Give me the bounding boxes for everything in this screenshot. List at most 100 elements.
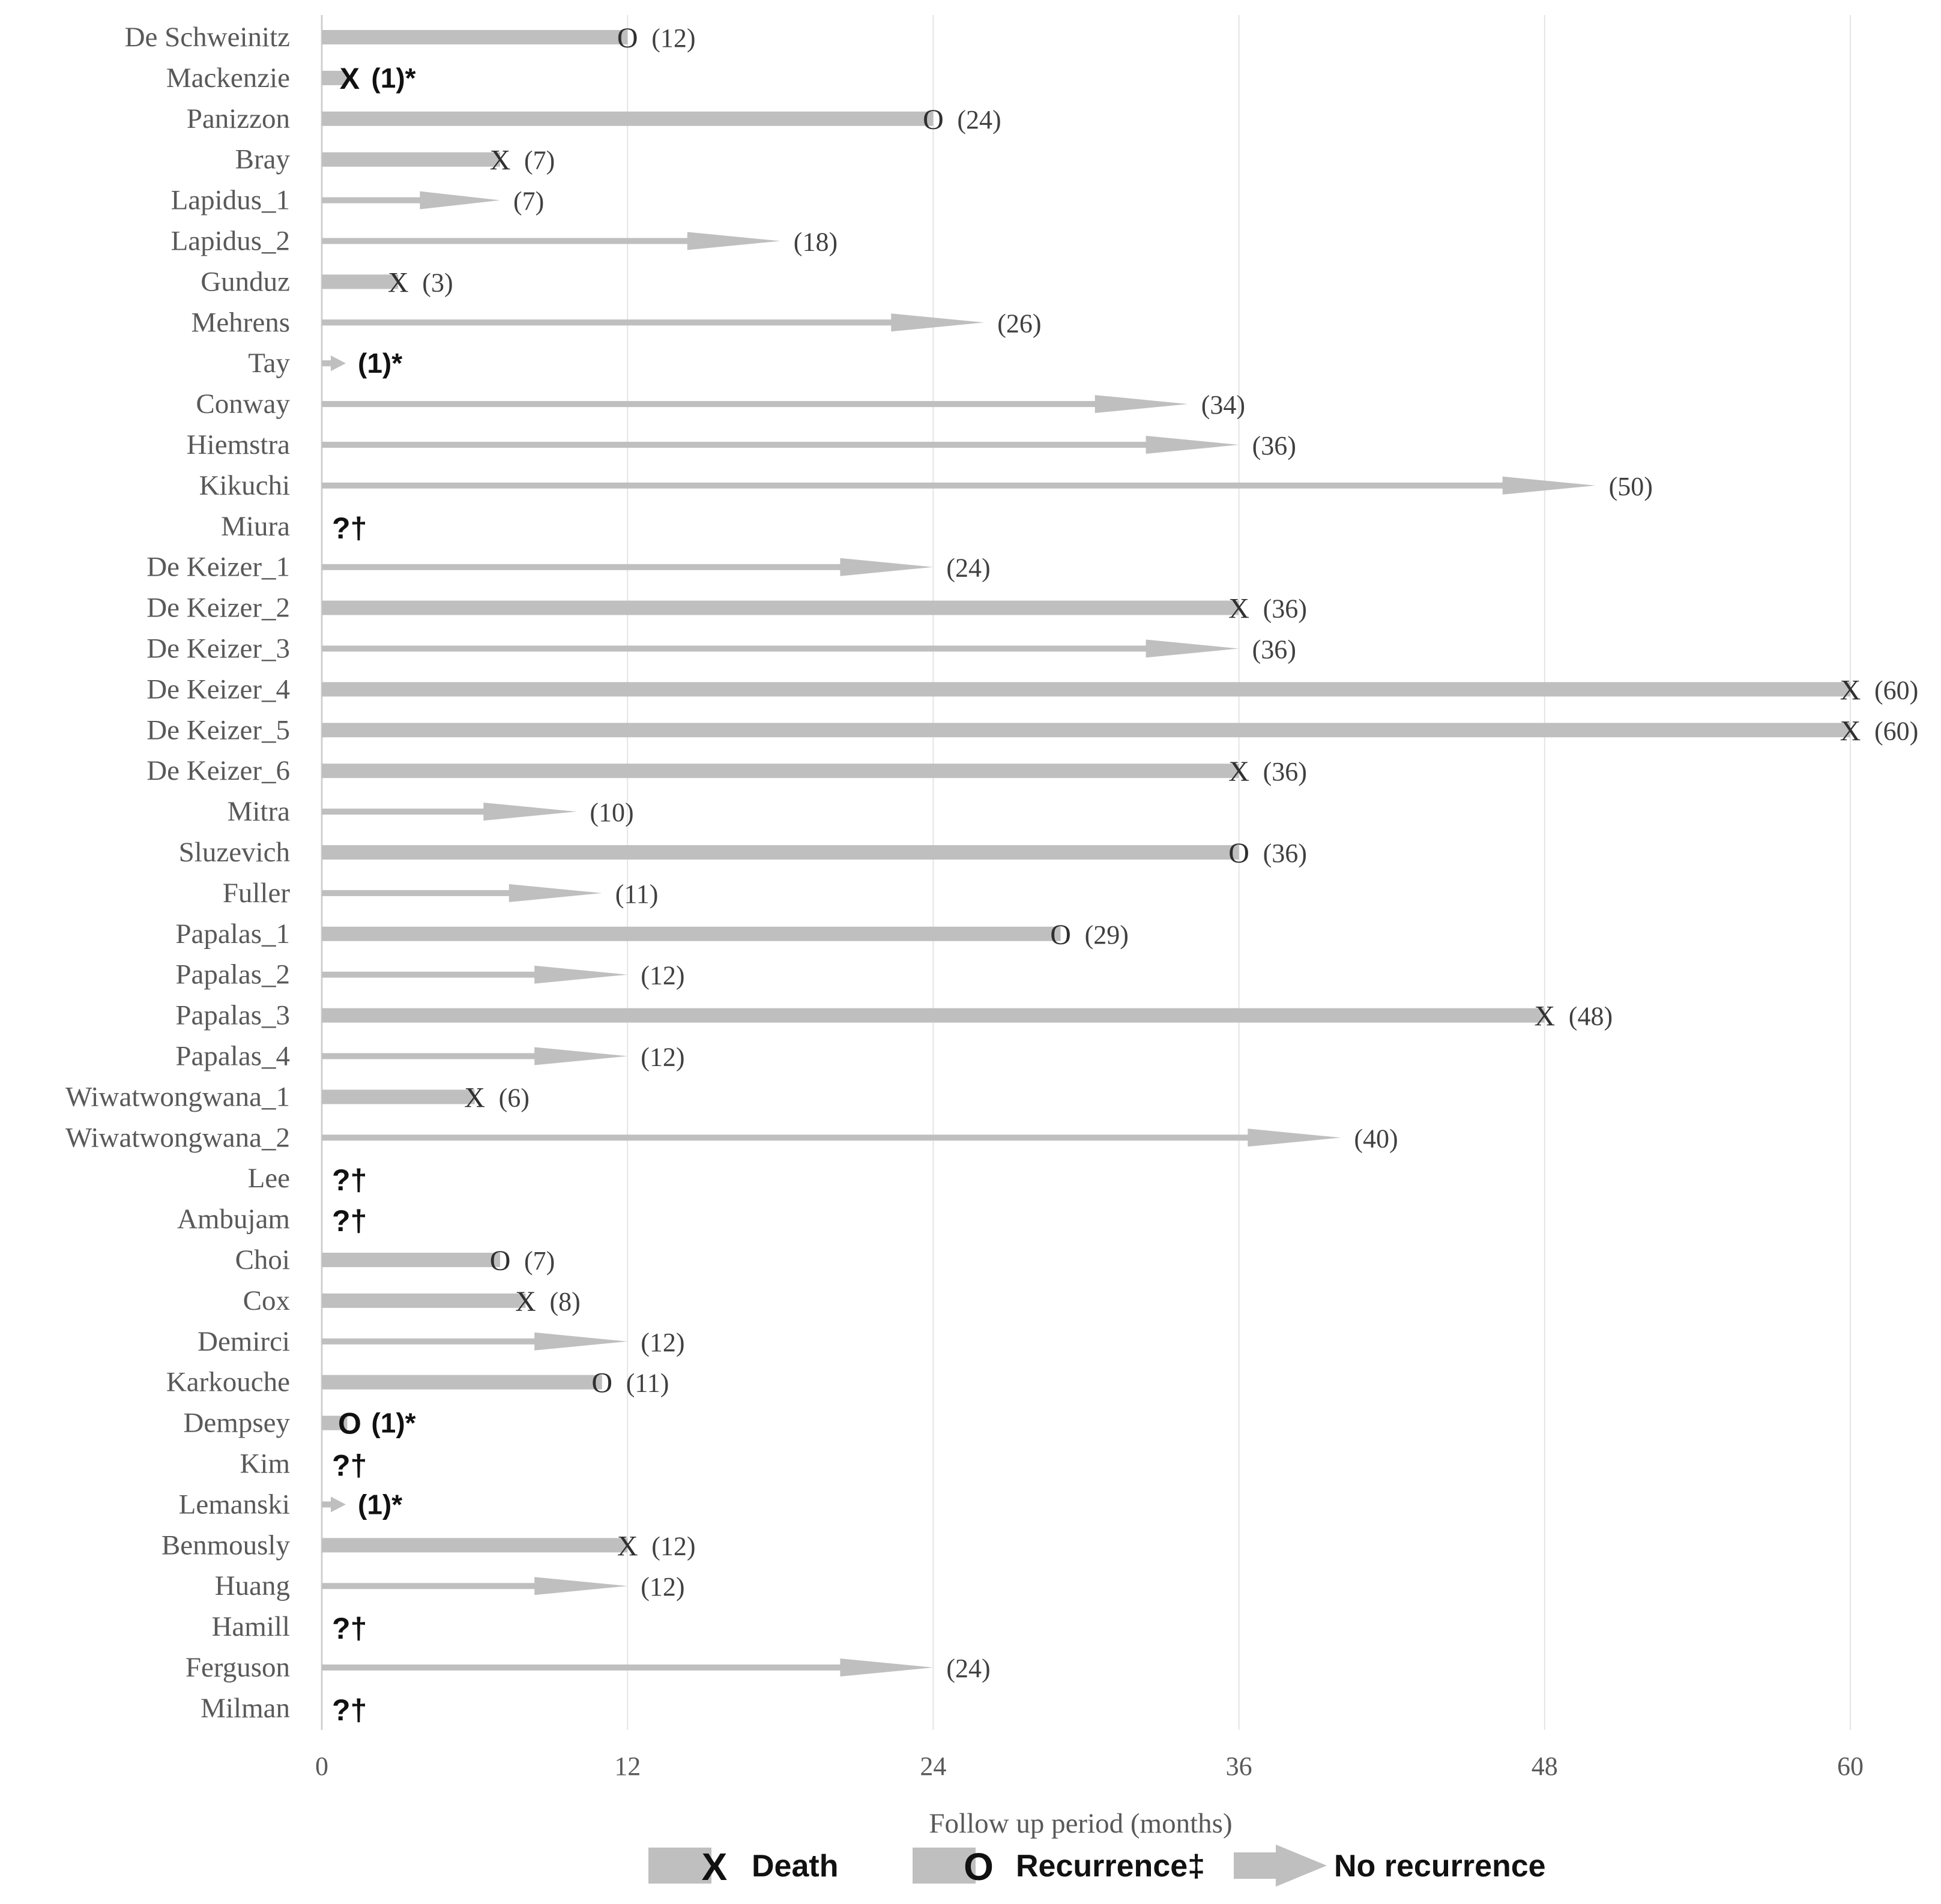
row-label: Mackenzie — [166, 62, 290, 94]
row-label: Gunduz — [201, 266, 290, 297]
death-marker: X — [617, 1530, 638, 1562]
death-marker: X — [464, 1082, 485, 1113]
row-label: Cox — [243, 1285, 290, 1316]
death-marker: X — [1840, 674, 1861, 706]
no-recurrence-arrow — [322, 1658, 934, 1677]
end-value-label: (26) — [997, 309, 1041, 338]
row-label: De Schweinitz — [125, 22, 290, 53]
recurrence-marker: O — [923, 104, 944, 136]
row-label: Lemanski — [179, 1489, 290, 1520]
row-label: Papalas_3 — [175, 1000, 290, 1031]
legend-death-swatch — [648, 1848, 711, 1884]
recurrence-marker: O — [1050, 919, 1071, 951]
death-marker: X — [1534, 1001, 1555, 1032]
death-bar — [322, 1293, 526, 1308]
legend-recurrence-symbol: O — [964, 1845, 994, 1888]
no-recurrence-arrow — [322, 1496, 346, 1513]
end-value-label: (40) — [1354, 1124, 1398, 1153]
end-value-label: (12) — [651, 23, 695, 53]
death-bar — [322, 600, 1239, 615]
row-label: Panizzon — [187, 103, 290, 134]
recurrence-bar — [322, 926, 1061, 941]
unknown-marker: ?† — [332, 1449, 367, 1483]
row-label: Miura — [221, 511, 290, 542]
row-label: Mehrens — [192, 307, 290, 338]
death-marker: X — [515, 1286, 536, 1318]
end-value-label: (60) — [1874, 675, 1918, 705]
row-label: De Keizer_5 — [146, 714, 290, 746]
end-value-label: (24) — [946, 1654, 990, 1683]
row-label: Fuller — [223, 878, 291, 909]
death-bar — [322, 1008, 1545, 1023]
row-label: Demirci — [198, 1326, 290, 1357]
death-bar — [322, 70, 348, 85]
row-label: Ambujam — [177, 1204, 290, 1235]
recurrence-bar — [322, 845, 1239, 860]
recurrence-marker: O — [591, 1367, 612, 1399]
no-recurrence-arrow — [322, 639, 1239, 658]
x-axis: Follow up period (months) 0 12 24 36 48 60 — [315, 1752, 1864, 1839]
end-value-label: (18) — [794, 227, 838, 257]
death-marker: X — [1228, 593, 1249, 625]
death-marker: X — [490, 145, 511, 176]
end-value-label: (12) — [641, 1328, 684, 1357]
recurrence-bar — [322, 30, 628, 44]
no-recurrence-arrow — [322, 191, 501, 209]
end-value-label: (36) — [1263, 594, 1307, 624]
end-value-label: (3) — [422, 268, 453, 297]
end-value-label: (60) — [1874, 716, 1918, 746]
legend-no-recurrence-swatch — [1234, 1845, 1327, 1887]
row-label: Papalas_2 — [175, 959, 290, 990]
legend-death-label: Death — [752, 1849, 838, 1884]
end-value-label: (36) — [1252, 635, 1296, 664]
row-label: Mitra — [228, 796, 291, 827]
unknown-marker: ?† — [332, 1612, 367, 1645]
recurrence-bar — [322, 1253, 501, 1267]
no-recurrence-arrow — [322, 232, 780, 250]
row-label: Conway — [196, 388, 290, 420]
bars: O (12)X (1)*O (24)X (7)(7)(18)X (3)(26)(1)*(3… — [322, 22, 1918, 1727]
no-recurrence-arrow — [322, 965, 628, 984]
gridlines — [321, 15, 1851, 1730]
x-tick-label-12: 12 — [614, 1752, 641, 1781]
row-label: Bray — [235, 144, 291, 175]
end-value-label: (1)* — [358, 348, 402, 379]
no-recurrence-arrow — [322, 1128, 1341, 1147]
row-label: Hamill — [211, 1611, 290, 1642]
recurrence-bar — [322, 111, 934, 126]
x-tick-label-24: 24 — [920, 1752, 946, 1781]
end-value-label: (8) — [549, 1287, 580, 1316]
end-value-label: (7) — [524, 1246, 555, 1276]
end-value-label: (1)* — [371, 62, 415, 94]
row-label: Milman — [201, 1693, 290, 1724]
row-label: Kim — [240, 1448, 290, 1480]
end-value-label: (10) — [590, 798, 633, 827]
death-bar — [322, 764, 1239, 779]
row-label: Lee — [248, 1163, 290, 1194]
row-label: Papalas_1 — [175, 918, 290, 950]
row-label: Kikuchi — [199, 470, 290, 501]
end-value-label: (48) — [1569, 1002, 1613, 1031]
recurrence-marker: O — [617, 22, 638, 54]
row-label: De Keizer_4 — [146, 673, 290, 705]
death-marker: X — [1228, 756, 1249, 788]
unknown-marker: ?† — [332, 1693, 367, 1727]
row-label: Dempsey — [183, 1408, 290, 1439]
unknown-marker: ?† — [332, 1204, 367, 1238]
row-label: De Keizer_6 — [146, 755, 290, 786]
row-label: Papalas_4 — [175, 1041, 290, 1072]
unknown-marker: ?† — [332, 1163, 367, 1197]
no-recurrence-arrow — [322, 803, 577, 821]
no-recurrence-arrow — [322, 1577, 628, 1595]
end-value-label: (12) — [651, 1531, 695, 1561]
x-tick-label-60: 60 — [1837, 1752, 1864, 1781]
end-value-label: (11) — [615, 879, 659, 909]
end-value-label: (36) — [1252, 431, 1296, 460]
end-value-label: (12) — [641, 1572, 684, 1601]
no-recurrence-arrow — [322, 1332, 628, 1351]
no-recurrence-arrow — [322, 476, 1596, 495]
end-value-label: (12) — [641, 961, 684, 990]
end-value-label: (6) — [499, 1083, 530, 1112]
end-value-label: (24) — [957, 105, 1001, 134]
